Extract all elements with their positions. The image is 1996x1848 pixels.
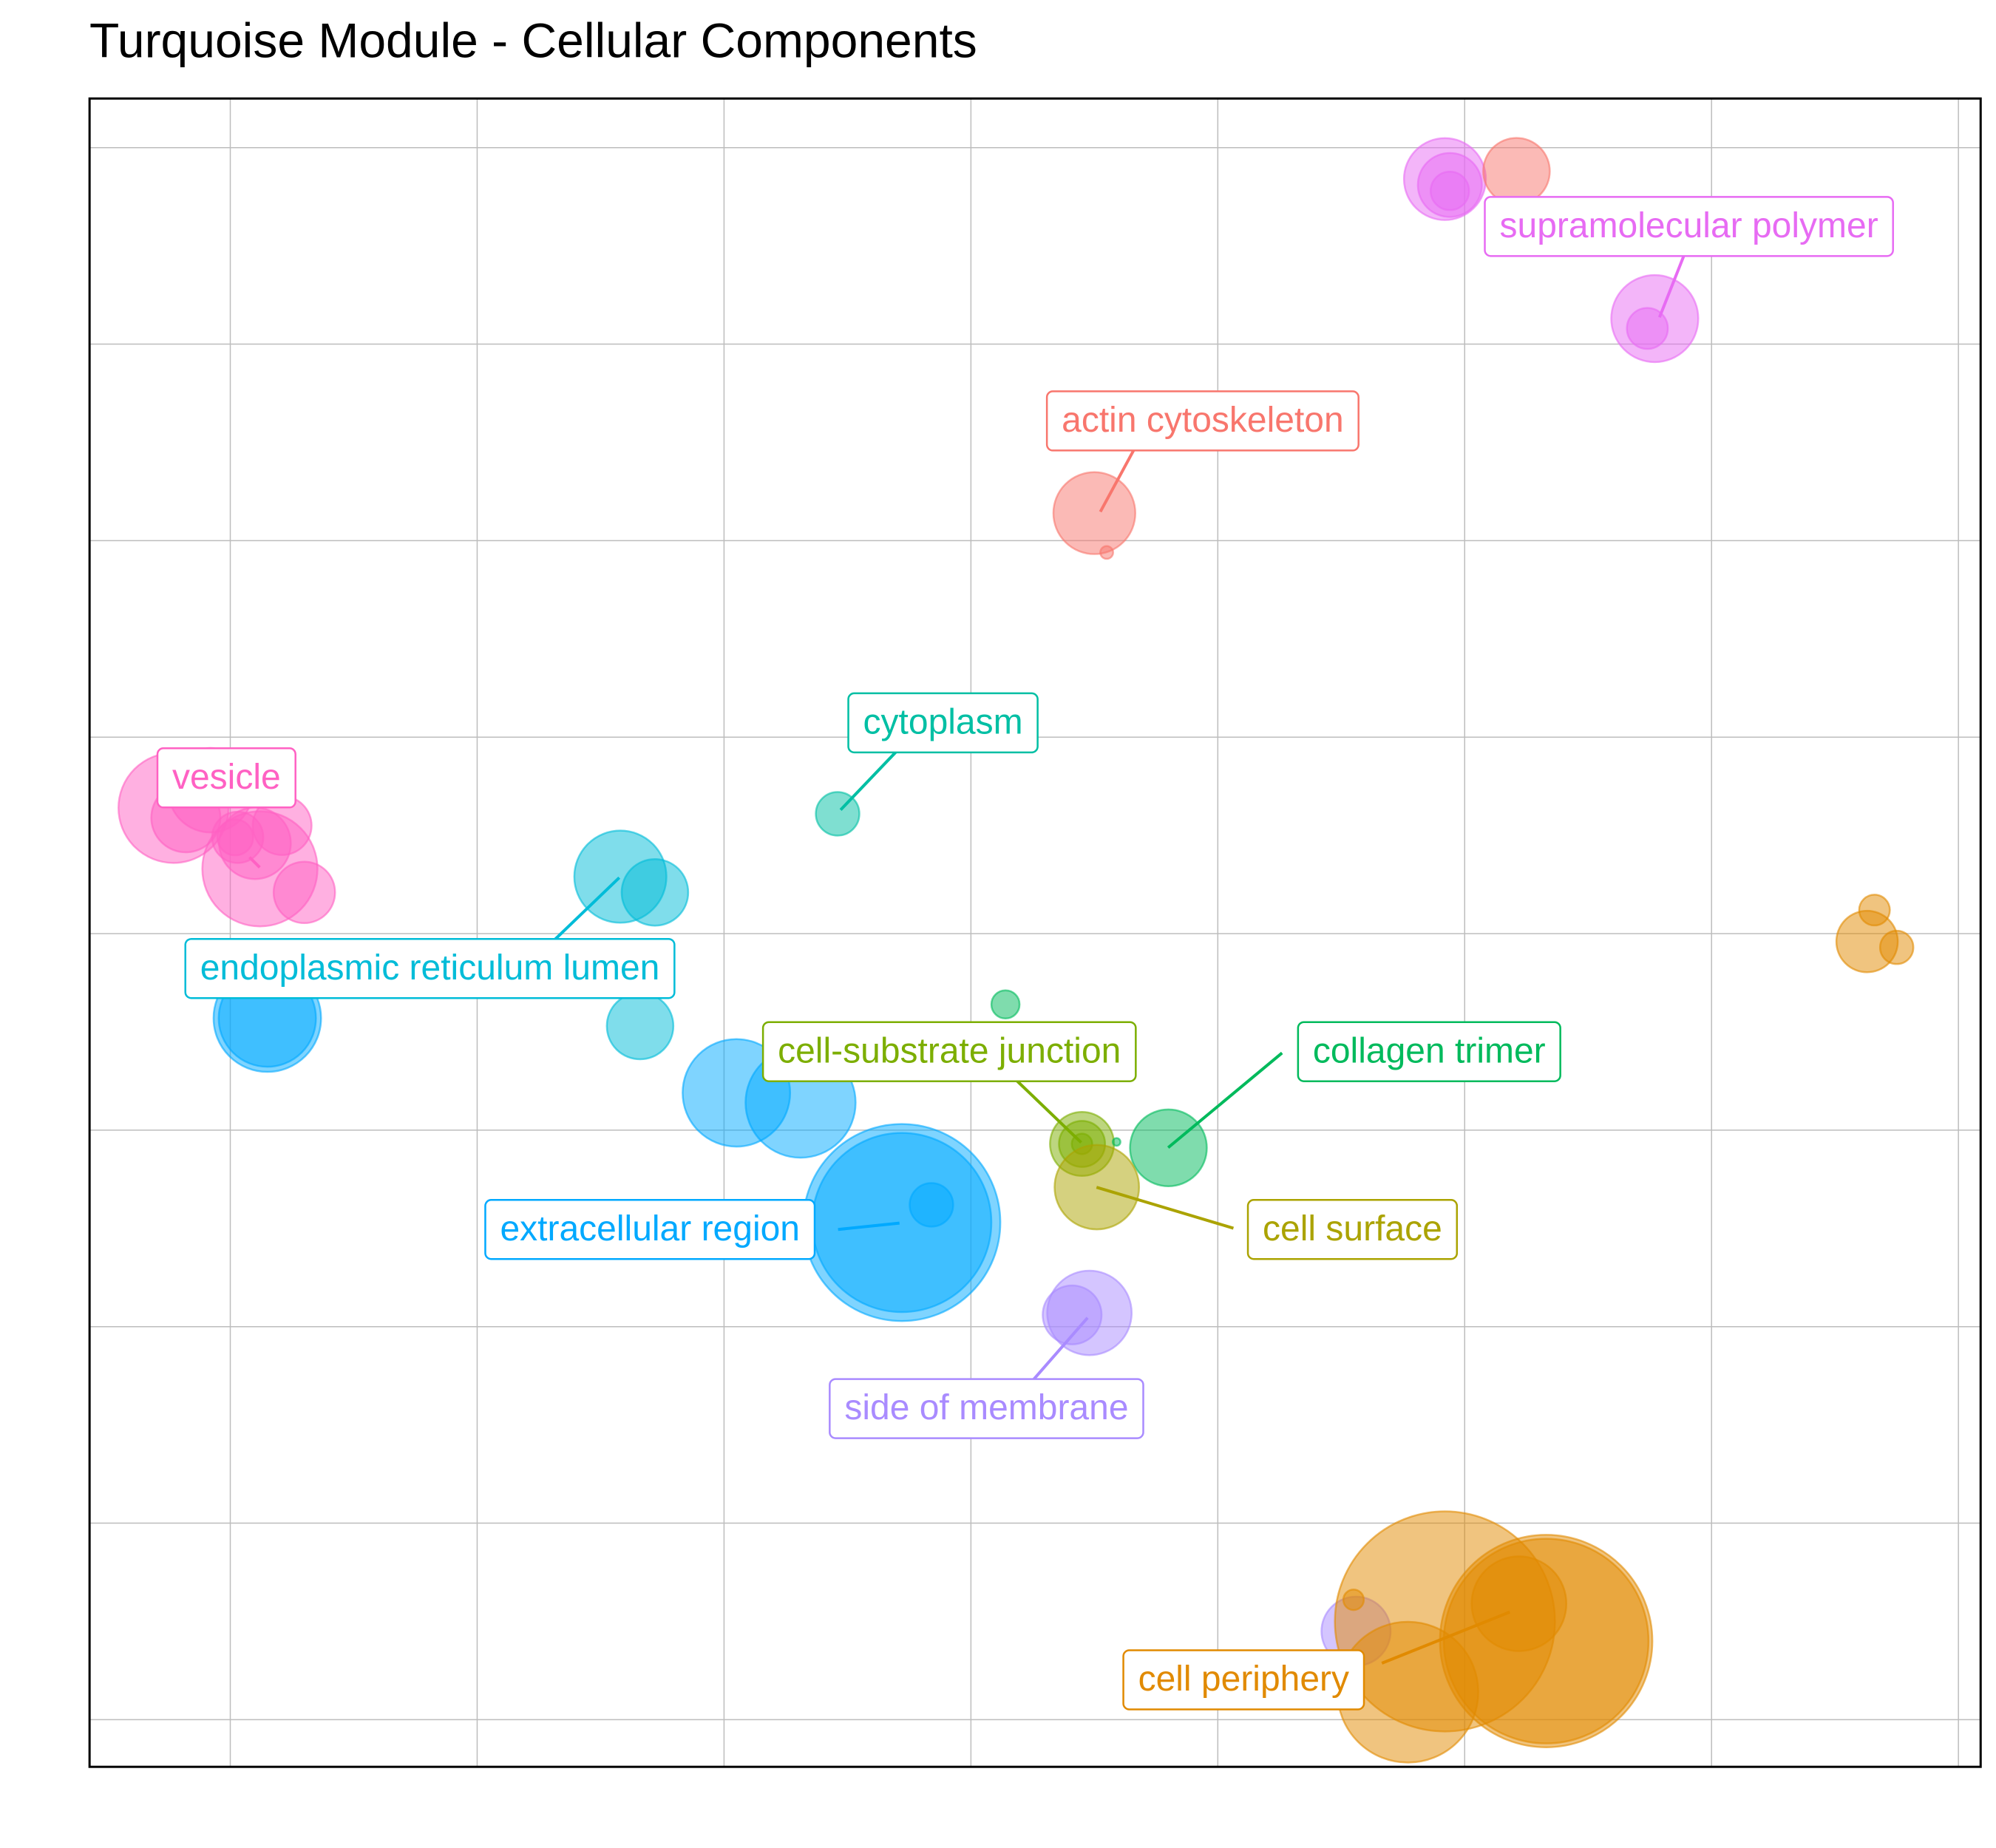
bubble — [811, 1132, 993, 1314]
label-box — [156, 747, 296, 809]
label-text: supramolecular polymer — [1500, 206, 1878, 245]
label-text: collagen trimer — [1313, 1031, 1546, 1070]
label-box — [1122, 1649, 1365, 1711]
bubble — [1482, 137, 1551, 205]
leader-line — [1167, 1051, 1283, 1149]
bubble — [1099, 545, 1114, 560]
label: extracellular region — [484, 1199, 816, 1260]
leader-line — [838, 1221, 900, 1232]
bubble — [909, 1182, 954, 1228]
bubble — [272, 860, 336, 925]
bubble — [1858, 894, 1891, 927]
plot-border — [88, 97, 1982, 1768]
label: collagen trimer — [1297, 1021, 1561, 1082]
label-text: cell surface — [1263, 1209, 1442, 1249]
label: supramolecular polymer — [1484, 196, 1894, 257]
label-box — [829, 1378, 1144, 1439]
label: cell-substrate junction — [761, 1021, 1137, 1082]
label: actin cytoskeleton — [1045, 390, 1359, 452]
bubble — [620, 857, 690, 927]
leader-line — [1381, 1610, 1511, 1665]
label: endoplasmic reticulum lumen — [184, 937, 676, 999]
leader-line — [553, 876, 621, 942]
bubble — [1878, 929, 1915, 965]
bubble — [1111, 1137, 1121, 1147]
chart-title: Turquoise Module - Cellular Components — [89, 13, 977, 67]
leader-line — [1016, 1080, 1082, 1144]
bubble — [1052, 471, 1136, 555]
label: cell surface — [1246, 1199, 1459, 1260]
label-text: cell periphery — [1138, 1660, 1349, 1699]
bubble — [605, 991, 675, 1061]
label-box — [1045, 390, 1359, 452]
leader-line — [1096, 1186, 1235, 1230]
label-box — [847, 692, 1039, 754]
label-box — [761, 1021, 1137, 1082]
bubble — [1430, 170, 1470, 211]
bubble — [990, 989, 1021, 1020]
label: side of membrane — [829, 1378, 1144, 1439]
label-box — [484, 1199, 816, 1260]
label-text: vesicle — [172, 758, 281, 797]
leader-line — [248, 856, 261, 869]
label-box — [1246, 1199, 1459, 1260]
label-box — [184, 937, 676, 999]
leader-line — [1032, 1317, 1089, 1381]
bubble — [1626, 307, 1669, 350]
bubble — [1042, 1284, 1103, 1345]
leader-line — [839, 751, 897, 811]
label-text: cell-substrate junction — [778, 1031, 1121, 1070]
leader-line — [1657, 255, 1686, 318]
leader-line — [1099, 449, 1136, 513]
label: cytoplasm — [847, 692, 1039, 754]
label-box — [1297, 1021, 1561, 1082]
label-box — [1484, 196, 1894, 257]
bubble — [216, 818, 254, 857]
label: cell periphery — [1122, 1649, 1365, 1711]
label-text: actin cytoskeleton — [1062, 401, 1344, 440]
bubble — [1342, 1589, 1365, 1611]
label-text: side of membrane — [844, 1388, 1128, 1427]
label-text: cytoplasm — [863, 703, 1023, 742]
label-text: extracellular region — [500, 1209, 800, 1249]
bubble — [1470, 1555, 1568, 1652]
label: vesicle — [156, 747, 296, 809]
label-text: endoplasmic reticulum lumen — [200, 948, 660, 988]
